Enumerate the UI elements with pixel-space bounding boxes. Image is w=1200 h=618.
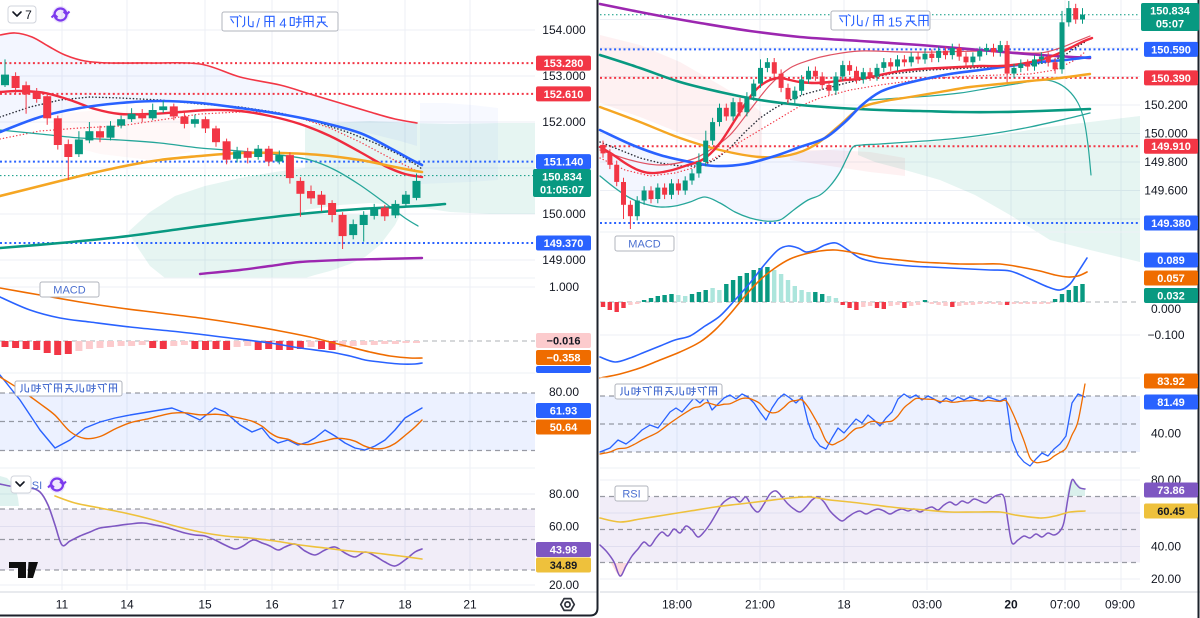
svg-text:150.834: 150.834 (542, 172, 583, 184)
svg-text:149.800: 149.800 (1144, 155, 1188, 169)
svg-text:149.600: 149.600 (1144, 184, 1188, 198)
svg-text:149.370: 149.370 (544, 238, 584, 250)
svg-text:0.089: 0.089 (1157, 255, 1185, 267)
svg-text:149.380: 149.380 (1151, 218, 1191, 230)
svg-text:40.00: 40.00 (1151, 540, 1181, 554)
svg-text:60.45: 60.45 (1157, 506, 1185, 518)
svg-text:03:00: 03:00 (912, 598, 942, 612)
svg-text:150.390: 150.390 (1151, 73, 1191, 85)
svg-text:149.000: 149.000 (542, 253, 586, 267)
svg-text:73.86: 73.86 (1157, 485, 1185, 497)
svg-text:17: 17 (331, 598, 345, 612)
svg-text:01:05:07: 01:05:07 (540, 185, 584, 197)
svg-text:153.280: 153.280 (544, 58, 584, 70)
svg-text:81.49: 81.49 (1157, 397, 1185, 409)
svg-text:61.93: 61.93 (550, 405, 578, 417)
svg-text:43.98: 43.98 (550, 544, 578, 556)
svg-text:20: 20 (1004, 598, 1018, 612)
svg-text:MACD: MACD (53, 285, 85, 297)
svg-text:09:00: 09:00 (1105, 598, 1135, 612)
svg-text:152.000: 152.000 (542, 115, 586, 129)
svg-text:4: 4 (279, 16, 286, 31)
svg-text:50.64: 50.64 (550, 422, 578, 434)
svg-text:−0.100: −0.100 (1147, 328, 1184, 342)
svg-text:60.00: 60.00 (549, 520, 579, 534)
svg-text:83.92: 83.92 (1157, 376, 1185, 388)
svg-text:150.000: 150.000 (1144, 127, 1188, 141)
svg-text:149.910: 149.910 (1151, 141, 1191, 153)
svg-text:18: 18 (398, 598, 412, 612)
svg-text:40.00: 40.00 (1151, 427, 1181, 441)
svg-text:20.00: 20.00 (549, 578, 579, 592)
svg-text:16: 16 (265, 598, 279, 612)
svg-text:15: 15 (198, 598, 212, 612)
svg-text:14: 14 (120, 598, 134, 612)
svg-text:21:00: 21:00 (745, 598, 775, 612)
svg-text:18: 18 (837, 598, 851, 612)
svg-text:MACD: MACD (628, 239, 660, 251)
svg-text:7: 7 (25, 8, 32, 22)
svg-text:0.032: 0.032 (1157, 290, 1185, 302)
svg-text:15: 15 (888, 15, 902, 30)
svg-text:05:07: 05:07 (1156, 19, 1184, 31)
svg-text:/: / (865, 15, 869, 30)
svg-text:07:00: 07:00 (1050, 598, 1080, 612)
svg-text:11: 11 (56, 598, 69, 612)
svg-text:150.590: 150.590 (1151, 44, 1191, 56)
svg-text:−0.016: −0.016 (547, 335, 581, 347)
svg-text:18:00: 18:00 (662, 598, 692, 612)
svg-text:152.610: 152.610 (544, 89, 584, 101)
svg-text:RSI: RSI (622, 489, 640, 501)
svg-text:80.00: 80.00 (549, 385, 579, 399)
svg-text:153.000: 153.000 (542, 69, 586, 83)
svg-text:0.057: 0.057 (1157, 273, 1185, 285)
svg-text:150.000: 150.000 (542, 207, 586, 221)
svg-text:154.000: 154.000 (542, 23, 586, 37)
svg-text:150.834: 150.834 (1150, 6, 1191, 18)
svg-text:SI: SI (32, 480, 42, 492)
svg-text:20.00: 20.00 (1151, 572, 1181, 586)
svg-text:21: 21 (463, 598, 477, 612)
svg-text:1.000: 1.000 (549, 280, 579, 294)
svg-text:/: / (256, 16, 260, 31)
svg-text:150.200: 150.200 (1144, 98, 1188, 112)
svg-text:151.140: 151.140 (544, 157, 584, 169)
svg-text:−0.358: −0.358 (547, 352, 581, 364)
svg-text:0.000: 0.000 (1151, 302, 1181, 316)
svg-text:80.00: 80.00 (549, 487, 579, 501)
svg-text:34.89: 34.89 (550, 560, 578, 572)
